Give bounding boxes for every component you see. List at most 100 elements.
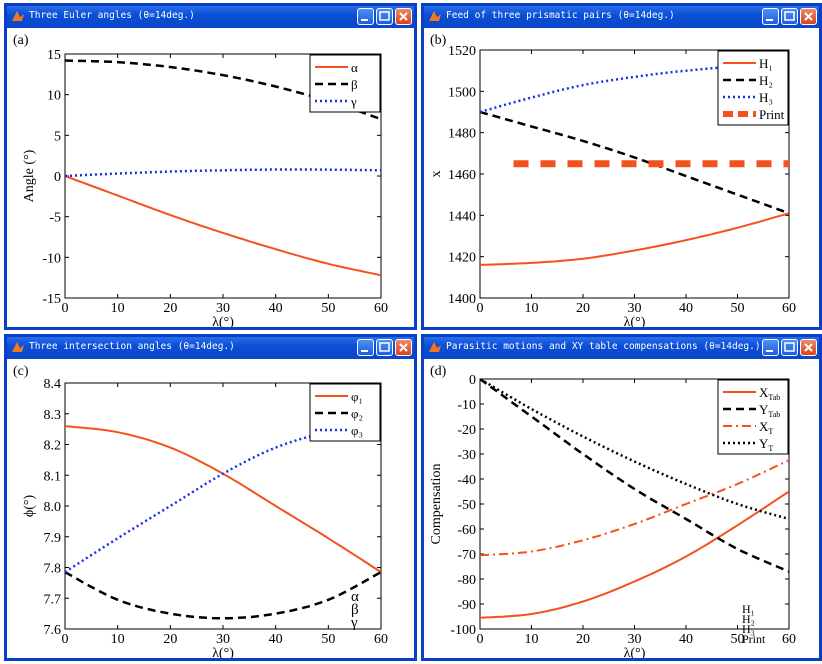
x-tick-label: 10 [111,632,125,647]
x-axis-label: λ(°) [212,646,234,658]
overlay-label: H₁ [742,602,755,616]
x-tick-label: 50 [731,301,745,316]
x-tick-label: 40 [679,301,693,316]
window-title: Parasitic motions and XY table compensat… [446,341,761,352]
maximize-button[interactable] [781,8,798,25]
x-tick-label: 60 [782,301,796,316]
panel-label: (d) [430,364,447,379]
y-axis-label: Compensation [429,464,444,545]
y-axis-label: x [429,171,444,178]
y-tick-label: 1440 [448,209,476,224]
window-title: Feed of three prismatic pairs (θ=14deg.) [446,10,675,21]
legend-label: H₂ [759,73,773,88]
y-tick-label: -90 [457,598,476,613]
y-tick-label: 1480 [448,127,476,142]
overlay-label: H₃ [742,622,755,636]
title-bar[interactable]: Parasitic motions and XY table compensat… [424,337,819,359]
intersection-angles-chart: (c) 0 10 20 30 40 50 60 7.6 7.7 7.8 7.9 8.0 8.1 8.2 8.3… [13,364,388,658]
series-line-3 [480,459,789,557]
legend-label: β [351,77,358,92]
x-tick-label: 10 [111,301,125,316]
close-button[interactable] [800,339,817,356]
legend-label: φ₃ [351,423,363,438]
title-bar[interactable]: Feed of three prismatic pairs (θ=14deg.) [424,6,819,28]
matlab-figure-icon [12,11,24,21]
x-tick-label: 60 [374,301,388,316]
x-tick-label: 30 [628,301,642,316]
panel-label: (c) [13,364,29,379]
y-tick-label: 7.6 [44,623,62,638]
y-axis-label: Angle (°) [22,149,37,202]
minimize-button[interactable] [762,339,779,356]
minimize-button[interactable] [357,339,374,356]
close-button[interactable] [395,8,412,25]
x-tick-label: 10 [525,632,539,647]
x-tick-label: 30 [216,301,230,316]
legend-label: Print [759,107,785,122]
y-tick-label: 1500 [448,85,476,100]
series-line-2 [65,571,381,620]
legend-label: α [351,60,358,75]
title-bar[interactable]: Three intersection angles (θ=14deg.) [7,337,414,359]
x-tick-label: 40 [269,301,283,316]
series-line-3 [65,168,381,178]
plot-window-a: Three Euler angles (θ=14deg.) (a) 0 10 20 30… [4,3,417,330]
legend-label: φ₁ [351,389,363,404]
y-tick-label: -10 [42,251,61,266]
matlab-figure-icon [429,11,441,21]
series-line-4 [480,379,789,521]
x-tick-label: 0 [477,632,484,647]
y-tick-label: 8.4 [44,377,62,392]
maximize-button[interactable] [376,339,393,356]
y-tick-label: 0 [54,170,61,185]
x-tick-label: 30 [628,632,642,647]
x-tick-label: 50 [321,301,335,316]
minimize-button[interactable] [762,8,779,25]
x-tick-label: 10 [525,301,539,316]
y-tick-label: 5 [54,129,61,144]
series-line-1 [65,175,381,277]
x-tick-label: 0 [62,632,69,647]
y-tick-label: 10 [47,89,61,104]
legend-label: φ₂ [351,406,363,421]
y-tick-label: -50 [457,498,476,513]
plot-window-b: Feed of three prismatic pairs (θ=14deg.)… [421,3,822,330]
overlay-label: Print [742,632,766,646]
y-tick-label: -70 [457,548,476,563]
x-tick-label: 20 [576,632,590,647]
overlay-label: γ [350,615,358,631]
window-title: Three Euler angles (θ=14deg.) [29,10,195,21]
x-tick-label: 20 [576,301,590,316]
legend-label: YT [759,436,773,453]
x-tick-label: 40 [679,632,693,647]
y-tick-label: 15 [47,48,61,63]
x-tick-label: 0 [62,301,69,316]
maximize-button[interactable] [781,339,798,356]
overlay-label: β [351,602,359,618]
matlab-figure-icon [12,342,24,352]
y-tick-label: 7.7 [44,592,62,607]
y-tick-label: -20 [457,423,476,438]
series-line-1 [480,490,789,619]
y-tick-label: 0 [469,373,476,388]
prismatic-feed-chart: (b) 0 10 20 30 40 50 60 1400 1420 1440 1460 1480 1500… [429,33,796,327]
legend-label: XTab [759,385,780,402]
plot-window-c: Three intersection angles (θ=14deg.) (c)… [4,334,417,661]
maximize-button[interactable] [376,8,393,25]
legend-label: YTab [759,402,780,419]
close-button[interactable] [800,8,817,25]
x-tick-label: 20 [163,632,177,647]
overlay-label: α [351,589,359,605]
minimize-button[interactable] [357,8,374,25]
x-axis-label: λ(°) [212,315,234,327]
panel-label: (b) [430,33,447,48]
y-tick-label: -100 [450,623,476,638]
close-button[interactable] [395,339,412,356]
x-tick-label: 50 [321,632,335,647]
series-line-1 [65,425,381,573]
series-line-1 [480,212,789,266]
y-tick-label: -10 [457,398,476,413]
title-bar[interactable]: Three Euler angles (θ=14deg.) [7,6,414,28]
y-tick-label: -30 [457,448,476,463]
matlab-figure-icon [429,342,441,352]
